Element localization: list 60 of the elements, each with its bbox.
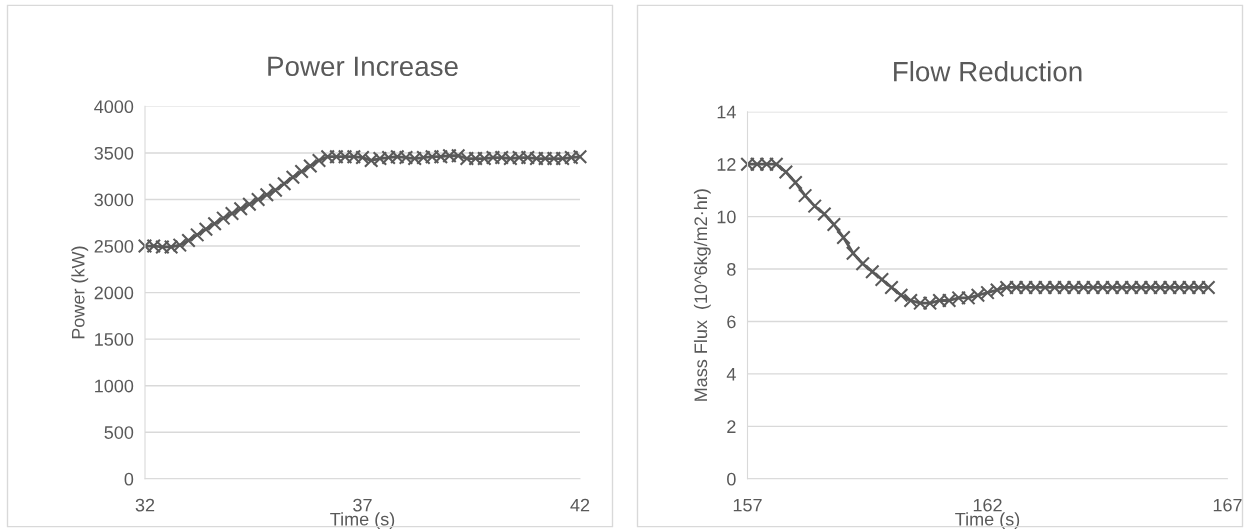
point (826, 217, 842, 232)
point (893, 287, 909, 303)
y-tick-label: 4 (726, 368, 736, 381)
point (778, 164, 794, 180)
y-tick-label: 8 (727, 262, 736, 276)
x-tick-label: 162 (973, 498, 1002, 512)
x-tick-label: 157 (733, 498, 762, 512)
point (311, 153, 327, 168)
y-tick-label: 12 (717, 158, 736, 171)
point (268, 182, 283, 198)
point (259, 187, 275, 203)
y-tick-label: 2 (727, 420, 736, 433)
x-tick-label: 37 (353, 498, 372, 512)
point (224, 206, 240, 221)
x-axis-title: Time (s) (955, 512, 1020, 530)
point (207, 216, 222, 231)
y-tick-label: 10 (717, 210, 736, 224)
x-tick-label: 32 (135, 498, 155, 512)
x-tick-label: 167 (1213, 498, 1242, 512)
point (884, 280, 899, 295)
chart-title: Flow Reduction (894, 61, 1082, 82)
x-tick-label: 42 (570, 498, 590, 512)
point (250, 192, 266, 207)
y-tick-label: 0 (727, 472, 736, 486)
y-axis-title: Mass Flux (10^6kg/m2·hr) (693, 189, 711, 401)
point (181, 233, 196, 248)
point (845, 246, 861, 261)
y-tick-label: 14 (717, 105, 736, 119)
point (363, 153, 379, 168)
point (836, 230, 851, 245)
y-tick-label: 500 (104, 426, 134, 439)
point (874, 272, 890, 287)
y-tick-label: 1000 (95, 379, 134, 393)
point (865, 264, 880, 279)
point (788, 175, 803, 190)
point (807, 198, 822, 214)
point (242, 196, 257, 212)
point (216, 210, 231, 226)
y-tick-label: 1500 (95, 333, 134, 346)
point (285, 169, 301, 185)
y-axis-title: Power (kW) (71, 246, 89, 339)
y-tick-label: 6 (727, 315, 736, 329)
y-tick-label: 3500 (94, 146, 134, 160)
point (189, 227, 205, 243)
chart-title: Power Increase (268, 56, 458, 77)
point (303, 158, 318, 174)
y-tick-label: 4000 (94, 100, 134, 114)
point (817, 206, 832, 222)
y-tick-label: 2500 (94, 239, 134, 253)
y-tick-label: 3000 (94, 193, 134, 207)
point (797, 188, 813, 203)
point (233, 201, 248, 217)
point (172, 237, 188, 253)
point (198, 222, 214, 237)
y-tick-label: 2000 (94, 286, 134, 300)
point (855, 256, 870, 272)
x-axis-title: Time (s) (330, 512, 395, 530)
point (276, 176, 292, 191)
point (294, 164, 309, 179)
y-tick-label: 0 (124, 472, 134, 486)
